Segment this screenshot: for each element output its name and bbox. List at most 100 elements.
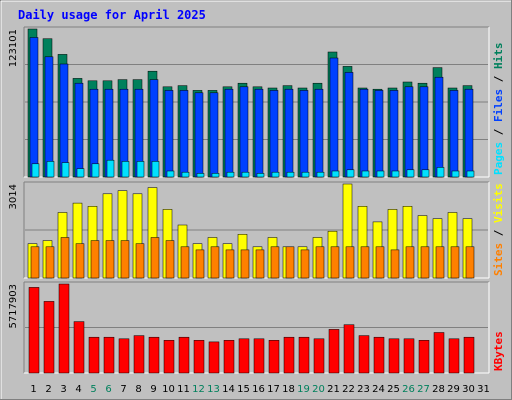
bar-pages-day-23 (361, 170, 370, 178)
bar-sites-day-17 (270, 246, 280, 279)
bar-files-day-24 (374, 90, 384, 178)
x-tick-day-11: 11 (177, 384, 190, 395)
x-tick-day-26: 26 (402, 384, 415, 395)
bar-sites-day-25 (390, 249, 400, 279)
bar-pages-day-30 (466, 170, 475, 178)
x-tick-day-18: 18 (282, 384, 295, 395)
bar-sites-day-23 (360, 246, 370, 279)
bar-kbytes-day-15 (238, 338, 250, 374)
bar-pages-day-9 (151, 161, 160, 178)
bar-sites-day-21 (330, 246, 340, 279)
bar-pages-day-20 (316, 171, 325, 178)
bar-sites-day-20 (315, 246, 325, 279)
bar-sites-day-16 (255, 249, 265, 279)
bar-kbytes-day-21 (328, 329, 340, 374)
bar-sites-day-9 (150, 237, 160, 279)
bar-kbytes-day-17 (268, 340, 280, 374)
x-tick-day-19: 19 (297, 384, 310, 395)
bar-pages-day-19 (301, 171, 310, 178)
x-tick-day-14: 14 (222, 384, 235, 395)
bar-files-day-4 (74, 82, 84, 178)
bar-pages-day-4 (76, 168, 85, 178)
bar-kbytes-day-1 (28, 287, 40, 374)
bar-pages-day-6 (106, 159, 115, 178)
bar-kbytes-day-27 (418, 340, 430, 374)
x-tick-day-13: 13 (207, 384, 220, 395)
bar-files-day-10 (164, 90, 174, 178)
bar-files-day-28 (434, 76, 444, 178)
bar-sites-day-30 (465, 246, 475, 279)
bar-files-day-13 (209, 92, 219, 178)
x-tick-day-9: 9 (150, 384, 156, 395)
bar-sites-day-10 (165, 240, 175, 279)
bar-files-day-27 (419, 86, 429, 178)
bar-sites-day-8 (135, 243, 145, 279)
legend-pages: Pages (492, 142, 505, 175)
bar-kbytes-day-20 (313, 338, 325, 374)
x-tick-day-17: 17 (267, 384, 280, 395)
bar-kbytes-day-24 (373, 336, 385, 374)
x-tick-day-2: 2 (45, 384, 51, 395)
panel-hits-files-pages: 123101 Pages / Files / Hits (8, 26, 505, 178)
bar-kbytes-day-7 (118, 338, 130, 374)
bar-pages-day-2 (46, 161, 55, 178)
legend-separator: / (492, 122, 505, 142)
x-tick-day-22: 22 (342, 384, 355, 395)
bar-pages-day-13 (211, 173, 220, 178)
bar-kbytes-day-26 (403, 338, 415, 374)
bar-sites-day-22 (345, 246, 355, 279)
bar-pages-day-26 (406, 169, 415, 178)
x-tick-day-15: 15 (237, 384, 250, 395)
bar-pages-day-28 (436, 167, 445, 178)
bar-pages-day-5 (91, 163, 100, 178)
chart-title: Daily usage for April 2025 (18, 8, 206, 22)
bar-sites-day-14 (225, 249, 235, 279)
bar-sites-day-4 (75, 243, 85, 279)
bar-files-day-3 (59, 63, 69, 178)
x-tick-day-16: 16 (252, 384, 265, 395)
bar-files-day-25 (389, 90, 399, 178)
bar-sites-day-5 (90, 240, 100, 279)
bar-pages-day-1 (31, 163, 40, 178)
bar-files-day-19 (299, 90, 309, 178)
bar-pages-day-3 (61, 162, 70, 178)
series-legend: Pages / Files / Hits (492, 43, 505, 176)
bar-pages-day-10 (166, 170, 175, 178)
bar-files-day-14 (224, 88, 234, 178)
bar-sites-day-1 (30, 246, 40, 279)
bar-kbytes-day-10 (163, 340, 175, 374)
bar-pages-day-25 (391, 170, 400, 178)
x-tick-day-28: 28 (432, 384, 445, 395)
bar-files-day-26 (404, 86, 414, 178)
x-tick-day-23: 23 (357, 384, 370, 395)
bar-kbytes-day-19 (298, 336, 310, 374)
bar-files-day-23 (359, 88, 369, 178)
bar-kbytes-day-16 (253, 338, 265, 374)
bar-pages-day-7 (121, 161, 130, 178)
panel-kbytes: 5717903 KBytes (8, 281, 505, 374)
bar-sites-day-7 (120, 240, 130, 279)
bar-sites-day-12 (195, 249, 205, 279)
bar-files-day-17 (269, 90, 279, 178)
bar-kbytes-day-30 (463, 336, 475, 374)
bar-kbytes-day-28 (433, 332, 445, 374)
x-tick-day-25: 25 (387, 384, 400, 395)
bar-sites-day-3 (60, 237, 70, 279)
bar-kbytes-day-22 (343, 324, 355, 374)
bar-kbytes-day-13 (208, 341, 220, 374)
legend-separator: / (492, 223, 505, 243)
bar-kbytes-day-2 (43, 301, 55, 374)
bar-sites-day-2 (45, 246, 55, 279)
x-tick-day-7: 7 (120, 384, 126, 395)
bar-pages-day-15 (241, 171, 250, 178)
y-max-label: 3014 (8, 184, 19, 209)
bar-files-day-22 (344, 72, 354, 178)
bar-files-day-20 (314, 88, 324, 178)
bar-pages-day-8 (136, 161, 145, 178)
y-max-label: 123101 (8, 29, 19, 67)
legend-sites: Sites (492, 243, 505, 276)
bar-pages-day-21 (331, 170, 340, 178)
x-tick-day-1: 1 (30, 384, 36, 395)
bar-files-day-15 (239, 86, 249, 178)
